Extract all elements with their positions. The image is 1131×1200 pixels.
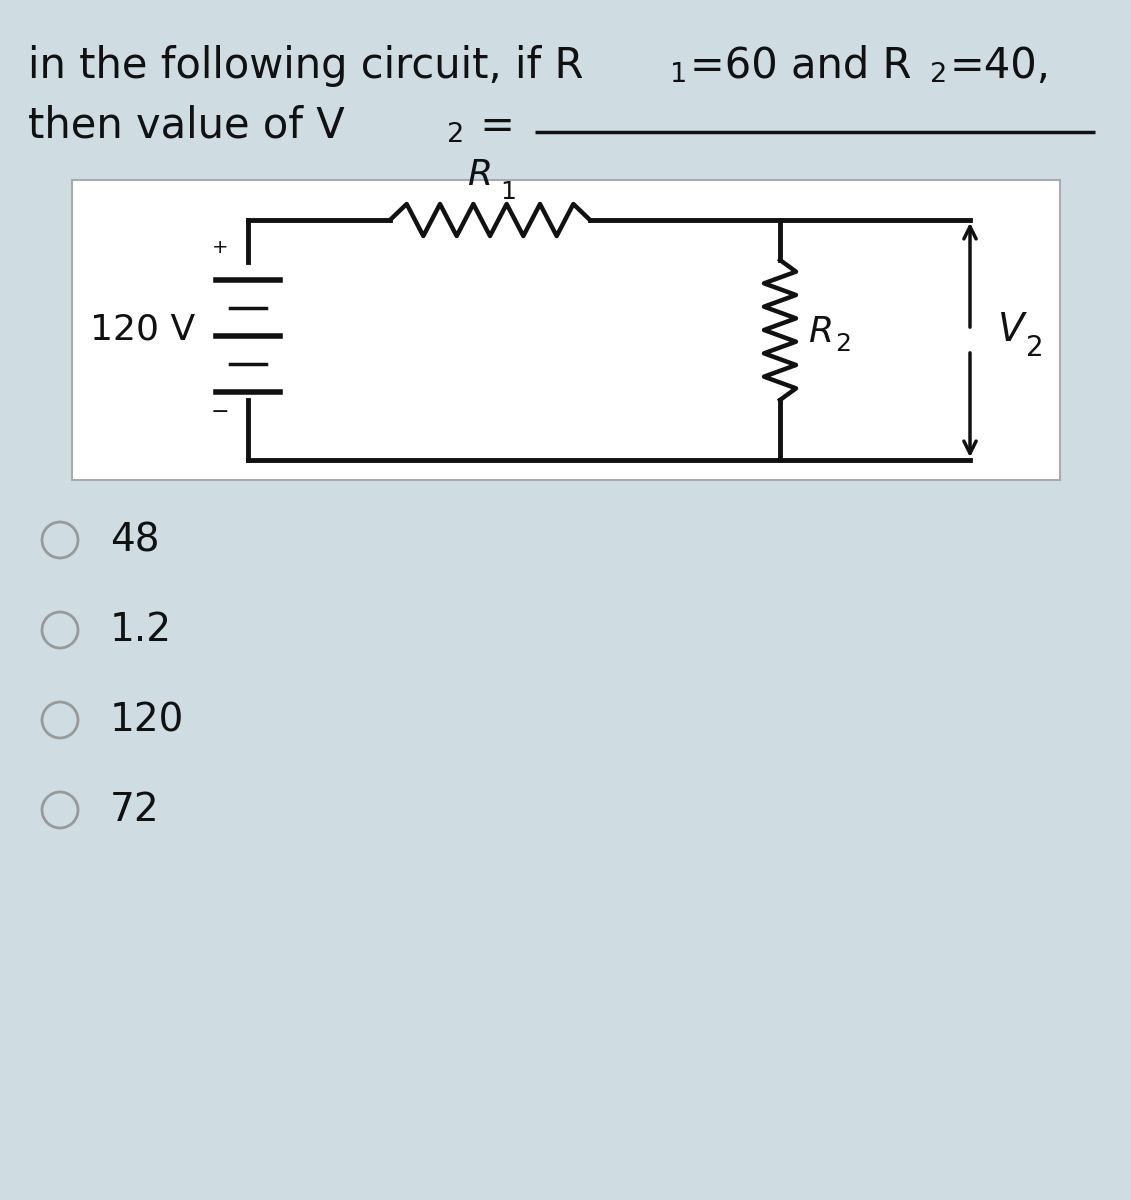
Text: =60 and R: =60 and R bbox=[690, 44, 912, 86]
Text: 120 V: 120 V bbox=[90, 313, 196, 347]
Text: 2: 2 bbox=[835, 332, 851, 356]
Text: 120: 120 bbox=[110, 701, 184, 739]
Text: 1: 1 bbox=[670, 62, 688, 88]
Text: −: − bbox=[210, 402, 230, 422]
Text: V: V bbox=[998, 311, 1025, 349]
Text: 1: 1 bbox=[500, 180, 516, 204]
Text: 72: 72 bbox=[110, 791, 159, 829]
Text: 2: 2 bbox=[1026, 334, 1044, 362]
Text: 2: 2 bbox=[447, 122, 464, 148]
Text: 48: 48 bbox=[110, 521, 159, 559]
Text: +: + bbox=[211, 238, 228, 257]
Text: then value of V: then value of V bbox=[28, 104, 345, 146]
Text: in the following circuit, if R: in the following circuit, if R bbox=[28, 44, 584, 86]
Text: R: R bbox=[467, 158, 493, 192]
Text: =40,: =40, bbox=[950, 44, 1051, 86]
Text: 1.2: 1.2 bbox=[110, 611, 172, 649]
Bar bbox=[72, 180, 1060, 480]
Text: =: = bbox=[467, 104, 528, 146]
Text: 2: 2 bbox=[930, 62, 948, 88]
Text: R: R bbox=[808, 314, 834, 349]
